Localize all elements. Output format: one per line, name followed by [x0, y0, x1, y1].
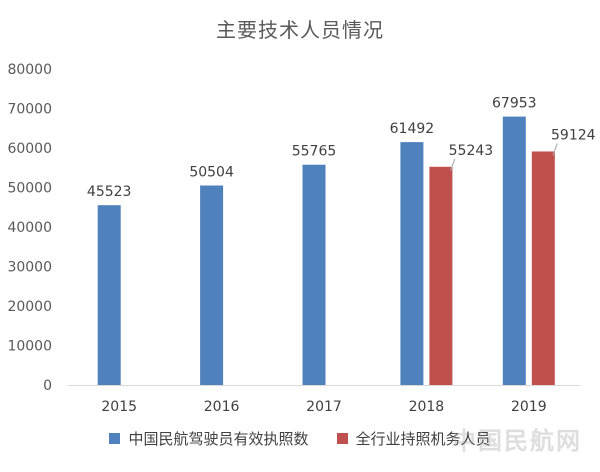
- x-tick-label: 2019: [511, 399, 547, 415]
- x-tick-label: 2018: [409, 399, 445, 415]
- x-tick-label: 2016: [204, 399, 240, 415]
- data-label-pilots-2019: 67953: [492, 96, 537, 112]
- data-label-pilots-2015: 45523: [87, 184, 132, 200]
- y-tick-label: 40000: [7, 220, 52, 236]
- legend-item-pilots: 中国民航驾驶员有效执照数: [109, 428, 309, 449]
- y-tick-label: 10000: [7, 339, 52, 355]
- data-label-pilots-2016: 50504: [189, 165, 234, 181]
- data-label-leader-2019: [552, 143, 558, 156]
- bar-maintenance-2018: [429, 166, 453, 385]
- x-tick-label: 2017: [306, 399, 342, 415]
- y-tick-label: 0: [43, 378, 52, 394]
- y-tick-label: 80000: [7, 62, 52, 78]
- legend-label-pilots: 中国民航驾驶员有效执照数: [128, 430, 309, 448]
- data-label-maintenance-2019: 59124: [551, 127, 596, 143]
- legend: 中国民航驾驶员有效执照数 全行业持照机务人员: [0, 428, 600, 449]
- bar-pilots-2019: [502, 116, 526, 386]
- chart-title: 主要技术人员情况: [216, 18, 384, 42]
- legend-item-maintenance: 全行业持照机务人员: [336, 428, 491, 449]
- bar-pilots-2016: [200, 185, 224, 385]
- data-label-pilots-2018: 61492: [390, 121, 435, 137]
- data-label-maintenance-2018: 55243: [449, 143, 494, 159]
- y-tick-label: 50000: [7, 181, 52, 197]
- y-tick-label: 60000: [7, 141, 52, 157]
- y-tick-label: 30000: [7, 260, 52, 276]
- legend-swatch-maintenance: [336, 433, 348, 444]
- bar-pilots-2015: [97, 205, 121, 385]
- y-tick-label: 70000: [7, 102, 52, 118]
- bar-pilots-2017: [302, 164, 326, 385]
- y-tick-label: 20000: [7, 299, 52, 315]
- x-tick-label: 2015: [101, 399, 137, 415]
- legend-label-maintenance: 全行业持照机务人员: [355, 430, 491, 448]
- bar-maintenance-2019: [531, 151, 555, 385]
- bar-pilots-2018: [400, 142, 424, 385]
- watermark: 中国民航网: [452, 427, 582, 455]
- legend-swatch-pilots: [109, 433, 121, 444]
- data-label-pilots-2017: 55765: [292, 144, 337, 160]
- data-label-leader-2018: [449, 158, 456, 171]
